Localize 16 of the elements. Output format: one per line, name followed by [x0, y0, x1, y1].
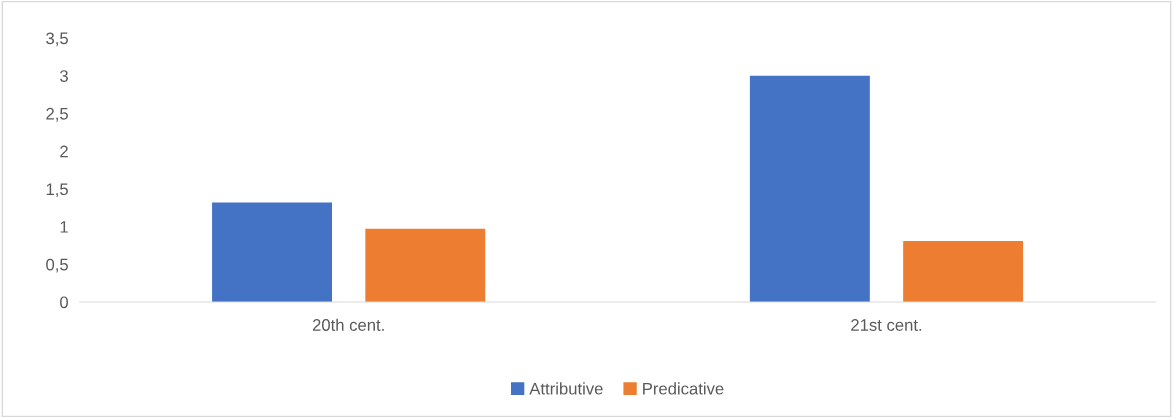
bar — [903, 240, 1024, 302]
bar — [749, 75, 870, 302]
y-tick-label: 0 — [60, 296, 68, 309]
y-tick-label: 0,5 — [46, 258, 68, 273]
y-tick-label: 3 — [60, 70, 68, 82]
legend-label: Attributive — [529, 382, 603, 395]
y-tick-label: 1 — [60, 221, 68, 233]
y-tick-label: 2,5 — [46, 107, 68, 122]
bar — [212, 202, 332, 302]
bar — [365, 228, 486, 302]
y-tick-label: 3,5 — [46, 32, 68, 47]
x-tick-label: 21st cent. — [851, 319, 922, 331]
x-tick-label: 20th cent. — [312, 318, 384, 331]
y-tick-label: 2 — [60, 145, 68, 158]
y-tick-label: 1,5 — [46, 183, 68, 198]
legend-label: Predicative — [643, 382, 724, 395]
